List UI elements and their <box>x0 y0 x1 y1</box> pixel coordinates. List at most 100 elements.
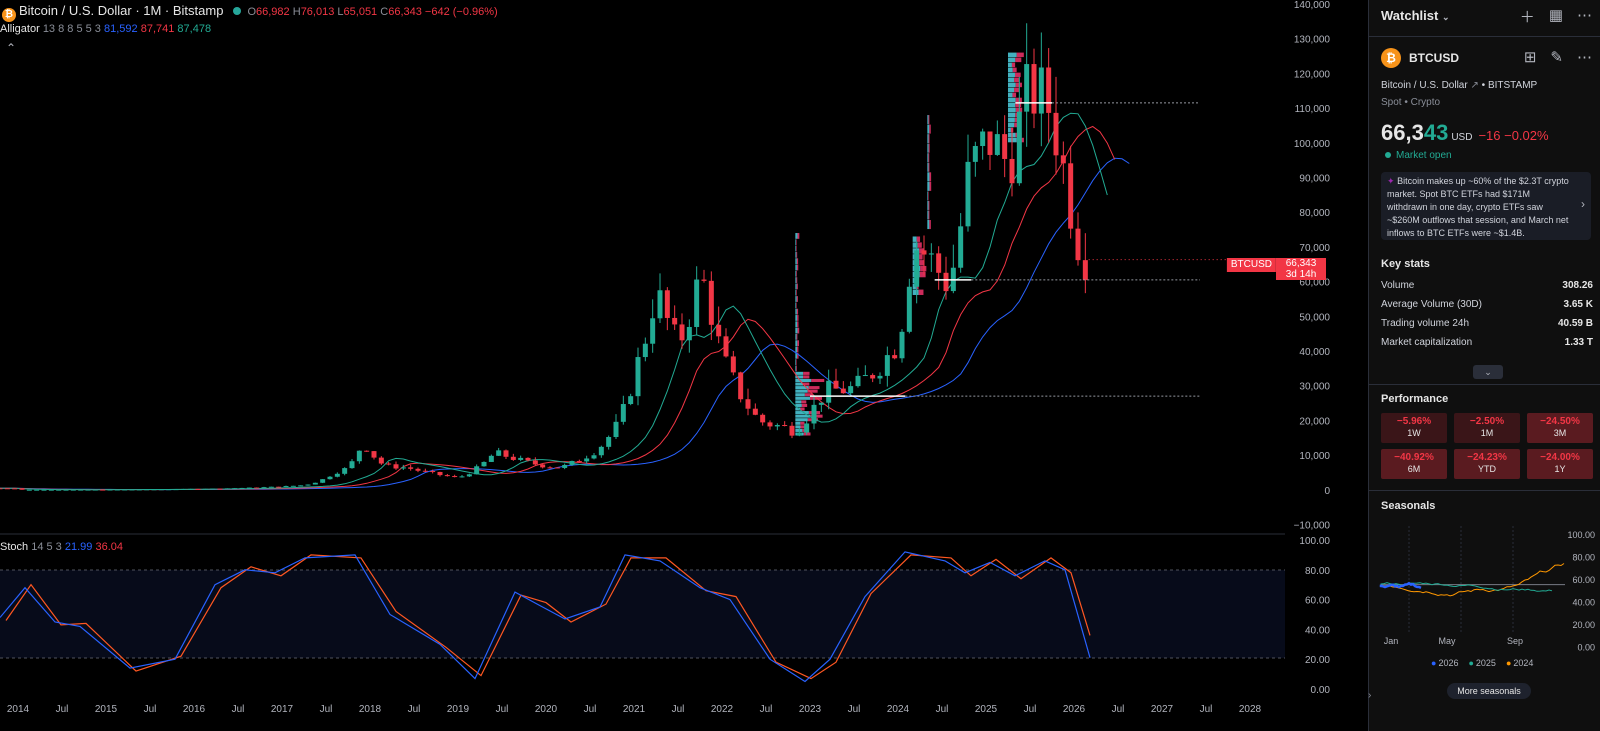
price-tick: −10,000 <box>1294 521 1331 532</box>
candle-body <box>569 460 575 465</box>
candle-body <box>246 487 252 489</box>
volume-profile-bar <box>927 153 929 163</box>
advanced-view-icon[interactable]: ▦ <box>1548 7 1563 24</box>
watchlist-dropdown[interactable]: Watchlist ⌄ <box>1381 8 1450 23</box>
candle-body <box>635 357 641 397</box>
price-tick: 40,000 <box>1299 347 1330 358</box>
volume-profile-bar <box>795 393 805 397</box>
candle-body <box>327 476 333 480</box>
chevron-down-icon[interactable]: ⌄ <box>1473 365 1503 379</box>
candle-body <box>1053 112 1059 156</box>
volume-profile-bar <box>797 340 800 347</box>
candle-body <box>987 131 993 155</box>
season-tick: 60.00 <box>1572 575 1595 585</box>
candle-body <box>796 432 802 436</box>
perf-1y[interactable]: −24.00% 1Y <box>1527 449 1593 479</box>
external-link-icon[interactable]: ↗ <box>1470 80 1479 91</box>
time-tick: Jul <box>760 704 773 715</box>
chart-pane[interactable]: 140,000 130,000 120,000 110,000 100,000 90,00… <box>0 0 1368 731</box>
chevron-right-icon[interactable]: › <box>1581 197 1585 211</box>
chevron-up-icon[interactable]: ⌃ <box>6 41 17 55</box>
volume-profile-bar <box>928 200 930 210</box>
perf-1m[interactable]: −2.50% 1M <box>1454 413 1520 443</box>
candle-body <box>591 455 597 459</box>
volume-profile-bar <box>795 264 797 271</box>
volume-profile-bar <box>1008 112 1016 118</box>
volume-profile-bar <box>928 162 930 172</box>
symbol-header[interactable]: ₿ BTCUSD <box>1381 48 1459 68</box>
volume-profile-bar <box>912 236 917 242</box>
volume-profile-bar <box>1008 72 1015 78</box>
candle-body <box>78 489 84 491</box>
time-tick: 2015 <box>95 704 118 715</box>
price-tick: 80,000 <box>1299 208 1330 219</box>
stoch-legend[interactable]: Stoch 14 5 3 21.99 36.04 <box>0 541 123 553</box>
candle-body <box>994 134 1000 155</box>
volume-profile-bar <box>800 425 805 429</box>
symbol-title[interactable]: Bitcoin / U.S. Dollar · 1M · Bitstamp <box>19 3 224 18</box>
perf-6m[interactable]: −40.92% 6M <box>1381 449 1447 479</box>
candle-body <box>188 488 194 490</box>
symbol-type: Spot • Crypto <box>1381 97 1441 108</box>
alligator-lips <box>0 112 1108 491</box>
perf-ytd[interactable]: −24.23% YTD <box>1454 449 1520 479</box>
candle-body <box>840 388 846 394</box>
candle-body <box>0 488 3 490</box>
candle-body <box>356 450 362 462</box>
volume-profile-bar <box>928 153 930 163</box>
chevron-right-icon[interactable]: › <box>1368 690 1372 701</box>
candle-body <box>129 489 135 491</box>
volume-profile-bar <box>927 191 928 201</box>
candle-body <box>26 489 32 491</box>
candle-body <box>664 290 670 318</box>
candle-body <box>4 488 10 490</box>
candle-body <box>628 396 634 405</box>
volume-profile-bar <box>1008 102 1016 108</box>
candle-body <box>481 461 487 467</box>
candle-body <box>510 456 516 460</box>
seasonals-chart[interactable]: 100.00 80.00 60.00 40.00 20.00 0.00 Jan May Sep <box>1369 518 1600 653</box>
perf-3m[interactable]: −24.50% 3M <box>1527 413 1593 443</box>
volume-profile-bar <box>1008 127 1011 133</box>
volume-profile-bar <box>1014 87 1020 93</box>
price-tick: 100,000 <box>1294 139 1331 150</box>
candle-body <box>782 424 788 426</box>
stoch-d-line <box>5 554 1091 680</box>
volume-profile-bar <box>795 233 798 239</box>
volume-profile-bar <box>795 407 801 411</box>
more-icon[interactable]: ⋯ <box>1577 7 1592 24</box>
candle-body <box>12 488 18 490</box>
candle-body <box>312 482 318 485</box>
time-tick: 2019 <box>447 704 470 715</box>
volume-profile-bar <box>795 389 808 393</box>
plus-icon[interactable]: ＋ <box>1519 9 1535 26</box>
seasonals-legend: 2026 2025 2024 <box>1431 658 1533 668</box>
candle-body <box>789 425 795 436</box>
volume-profile-bar <box>912 242 918 248</box>
time-tick: Jul <box>848 704 861 715</box>
volume-profile-bar <box>800 421 805 425</box>
candle-body <box>694 279 700 327</box>
perf-1w[interactable]: −5.96% 1W <box>1381 413 1447 443</box>
legend-2026: 2026 <box>1431 658 1458 668</box>
volume-profile-bar <box>1008 87 1015 93</box>
candle-body <box>173 489 179 491</box>
candle-body <box>679 324 685 341</box>
time-tick: 2021 <box>623 704 646 715</box>
more-options-icon[interactable]: ⋯ <box>1577 49 1592 66</box>
candle-body <box>818 402 824 405</box>
symbol-legend[interactable]: ₿ Bitcoin / U.S. Dollar · 1M · Bitstamp O6… <box>0 3 498 22</box>
candle-body <box>444 475 450 477</box>
more-seasonals-button[interactable]: More seasonals <box>1447 683 1531 699</box>
season-tick: 80.00 <box>1572 553 1595 563</box>
layout-icon[interactable]: ⊞ <box>1523 49 1537 66</box>
news-card[interactable]: ✦ Bitcoin makes up ~60% of the $2.3T cry… <box>1381 172 1591 240</box>
edit-icon[interactable]: ✎ <box>1550 49 1563 66</box>
volume-profile-bar <box>1008 62 1012 68</box>
alligator-legend[interactable]: Alligator 13 8 8 5 5 3 81,592 87,741 87,… <box>0 23 212 35</box>
candle-body <box>855 375 861 387</box>
candle-body <box>136 489 142 491</box>
price-chart[interactable]: 140,000 130,000 120,000 110,000 100,000 90,00… <box>0 0 1368 731</box>
volume-profile-bar <box>1008 97 1016 103</box>
price-tick: 130,000 <box>1294 35 1331 46</box>
